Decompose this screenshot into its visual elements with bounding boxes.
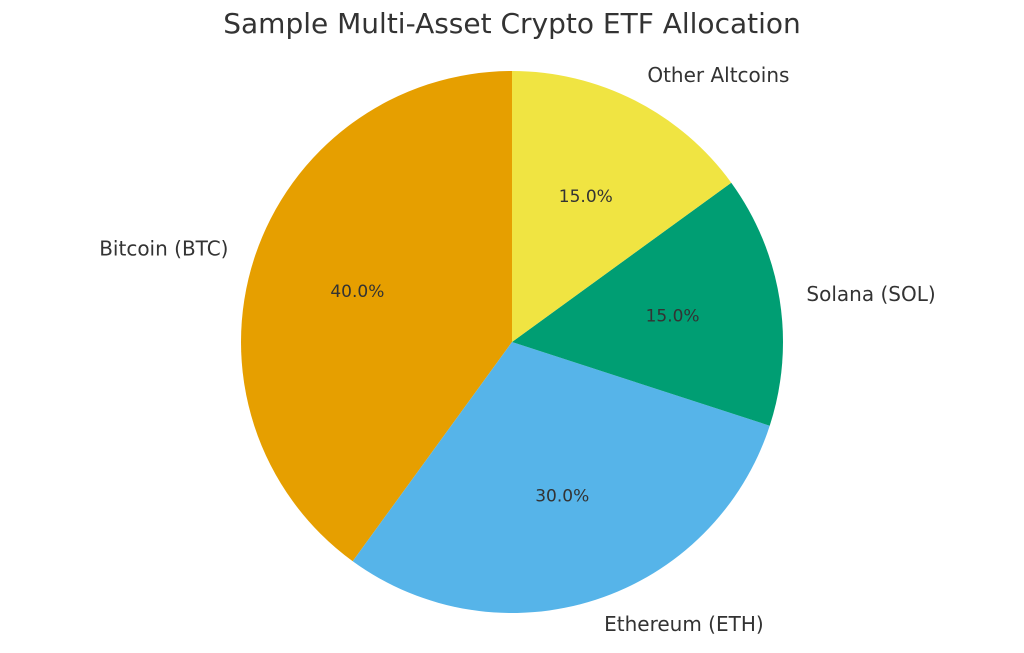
value-label: 15.0% xyxy=(646,307,700,327)
pie-slice xyxy=(241,71,512,562)
value-label: 15.0% xyxy=(559,187,613,207)
pie-slice xyxy=(352,342,770,613)
slice-label: Bitcoin (BTC) xyxy=(99,236,228,260)
pie-slice xyxy=(512,182,783,426)
pie-slice xyxy=(512,71,732,342)
chart-title: Sample Multi-Asset Crypto ETF Allocation xyxy=(223,7,801,40)
slice-label: Ethereum (ETH) xyxy=(604,612,764,636)
slice-label: Solana (SOL) xyxy=(806,282,935,306)
value-label: 30.0% xyxy=(535,487,589,507)
slice-label: Other Altcoins xyxy=(647,63,789,87)
value-label: 40.0% xyxy=(330,282,384,302)
